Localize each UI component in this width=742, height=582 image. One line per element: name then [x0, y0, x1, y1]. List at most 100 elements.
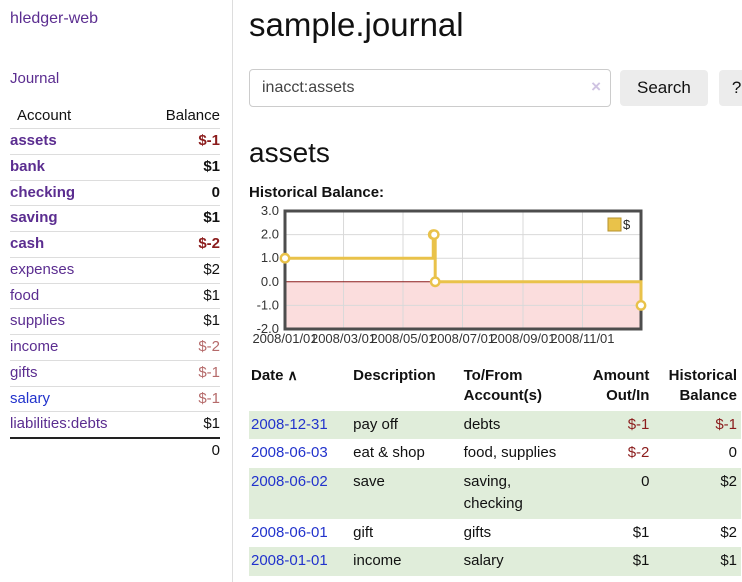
- transaction-row: 2008-06-01 gift gifts $1 $2: [249, 519, 741, 548]
- account-balance: $-1: [144, 128, 220, 155]
- account-balance: $-1: [144, 360, 220, 387]
- sort-asc-icon: ∧: [287, 367, 298, 383]
- account-row: assets $-1: [10, 128, 220, 155]
- account-balance: $1: [144, 154, 220, 181]
- sidebar-item-journal[interactable]: Journal: [10, 70, 60, 87]
- account-row: saving $1: [10, 205, 220, 232]
- transaction-accounts: saving, checking: [463, 472, 523, 513]
- transaction-accounts: gifts: [463, 523, 492, 541]
- x-axis-tick-label: 2008/03/01: [311, 331, 376, 346]
- account-row: salary $-1: [10, 386, 220, 413]
- account-link[interactable]: supplies: [10, 312, 66, 330]
- y-axis-tick-label: -2.0: [257, 321, 279, 336]
- transaction-accounts: debts: [463, 415, 501, 433]
- account-link[interactable]: cash: [10, 235, 45, 252]
- transaction-amount: $1: [632, 552, 650, 569]
- account-row: expenses $2: [10, 257, 220, 284]
- legend-label: $: [623, 217, 631, 232]
- col-header-date[interactable]: Date ∧: [251, 367, 298, 384]
- transaction-date-link[interactable]: 2008-12-31: [251, 415, 328, 433]
- account-balance: $-2: [144, 231, 220, 258]
- transaction-row: 2008-01-01 income salary $1 $1: [249, 547, 741, 576]
- transaction-balance: $-1: [715, 415, 737, 433]
- legend-swatch: [607, 217, 622, 232]
- x-axis-tick-label: 2008/11/01: [550, 331, 614, 346]
- account-link[interactable]: food: [10, 286, 40, 304]
- transaction-amount: $-2: [627, 444, 650, 461]
- y-axis-tick-label: 0.0: [261, 274, 279, 289]
- transactions-header-row: Date ∧ Description To/From Account(s) Amo…: [249, 364, 741, 411]
- x-axis-tick-label: 2008/09/01: [490, 331, 555, 346]
- x-axis-tick-label: 2008/01/01: [252, 331, 317, 346]
- accounts-table: Account Balance assets $-1 bank $1 checking 0…: [10, 104, 220, 464]
- account-row: food $1: [10, 283, 220, 310]
- account-row: gifts $-1: [10, 360, 220, 387]
- accounts-total-row: 0: [10, 437, 220, 464]
- transaction-amount: $1: [632, 523, 650, 541]
- transaction-date-link[interactable]: 2008-06-01: [251, 523, 328, 541]
- transaction-amount: $-1: [627, 415, 650, 433]
- transactions-table: Date ∧ Description To/From Account(s) Amo…: [249, 364, 741, 576]
- col-header-balance: Historical Balance: [668, 367, 737, 405]
- main-content: sample.journal × Search ? assets Histori…: [233, 0, 742, 582]
- transaction-date-link[interactable]: 2008-06-03: [251, 444, 328, 461]
- account-row: supplies $1: [10, 308, 220, 335]
- transaction-description: gift: [353, 523, 374, 541]
- transaction-accounts: food, supplies: [463, 444, 557, 461]
- account-row: liabilities:debts $1: [10, 411, 220, 439]
- account-link[interactable]: salary: [10, 389, 51, 407]
- account-link[interactable]: expenses: [10, 260, 75, 278]
- y-axis-tick-label: -1.0: [257, 297, 279, 312]
- accounts-total-value: 0: [144, 437, 220, 464]
- clear-search-icon[interactable]: ×: [591, 77, 601, 96]
- transaction-row: 2008-12-31 pay off debts $-1 $-1: [249, 410, 741, 439]
- col-header-accounts: To/From Account(s): [463, 367, 542, 405]
- account-row: cash $-2: [10, 231, 220, 258]
- sidebar: hledger-web Journal Account Balance asse…: [0, 0, 233, 582]
- y-axis-tick-label: 1.0: [261, 250, 279, 265]
- account-link[interactable]: liabilities:debts: [10, 415, 108, 433]
- accounts-col-balance: Balance: [144, 104, 220, 129]
- account-link[interactable]: saving: [10, 209, 58, 227]
- transaction-balance: $1: [720, 552, 737, 569]
- account-link[interactable]: income: [10, 338, 59, 355]
- transaction-amount: 0: [641, 472, 650, 490]
- account-link[interactable]: assets: [10, 132, 57, 149]
- account-link[interactable]: checking: [10, 183, 76, 201]
- col-header-description: Description: [353, 367, 436, 384]
- transaction-accounts: salary: [463, 552, 504, 569]
- account-balance: $1: [144, 205, 220, 232]
- historical-balance-chart: $3.0 2.0 1.0 0.0 -1.0 -2.0 2008/01/01 2008/03/0…: [249, 206, 649, 348]
- account-link[interactable]: bank: [10, 157, 46, 175]
- transaction-row: 2008-06-03 eat & shop food, supplies $-2 0: [249, 439, 741, 468]
- account-balance: $1: [144, 411, 220, 439]
- account-balance: $-2: [144, 334, 220, 361]
- account-link[interactable]: gifts: [10, 363, 38, 381]
- chart-title: Historical Balance:: [249, 184, 385, 201]
- account-balance: $1: [144, 283, 220, 310]
- account-balance: $-1: [144, 386, 220, 413]
- y-axis-tick-label: 2.0: [261, 227, 279, 242]
- account-row: bank $1: [10, 154, 220, 181]
- transaction-description: pay off: [353, 415, 398, 433]
- search-input[interactable]: [249, 69, 611, 107]
- transaction-balance: $2: [720, 472, 737, 490]
- x-axis-tick-label: 2008/05/01: [370, 331, 435, 346]
- account-row: checking 0: [10, 180, 220, 207]
- account-balance: 0: [144, 180, 220, 207]
- account-balance: $1: [144, 308, 220, 335]
- accounts-col-account: Account: [10, 104, 145, 129]
- transaction-description: save: [353, 472, 385, 490]
- account-row: income $-2: [10, 334, 220, 361]
- transaction-date-link[interactable]: 2008-01-01: [251, 552, 328, 569]
- transaction-row: 2008-06-02 save saving, checking 0 $2: [249, 467, 741, 519]
- search-button[interactable]: Search: [620, 70, 708, 106]
- transaction-description: income: [353, 552, 402, 569]
- transaction-balance: $2: [720, 523, 737, 541]
- brand-link[interactable]: hledger-web: [10, 10, 99, 27]
- accounts-header-row: Account Balance: [10, 104, 220, 129]
- transaction-balance: 0: [728, 444, 737, 461]
- help-button[interactable]: ?: [718, 70, 742, 106]
- transaction-date-link[interactable]: 2008-06-02: [251, 472, 328, 490]
- account-balance: $2: [144, 257, 220, 284]
